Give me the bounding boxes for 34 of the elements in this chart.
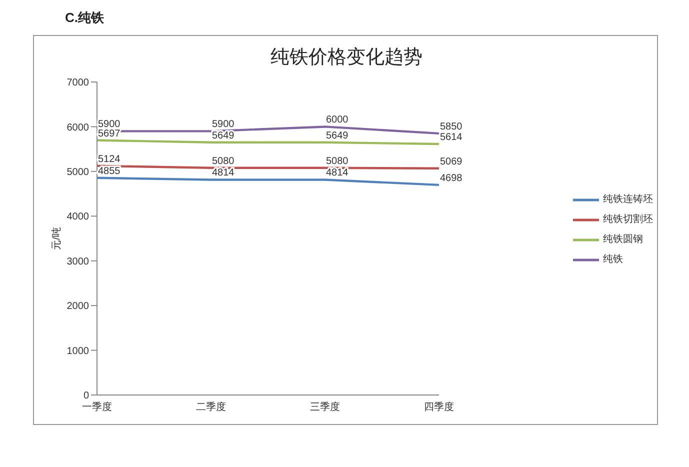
x-tick-label: 四季度	[424, 401, 454, 414]
data-label: 4814	[326, 168, 349, 179]
data-label: 5614	[440, 132, 463, 143]
data-label: 5124	[98, 154, 121, 165]
data-label: 5080	[326, 156, 349, 167]
y-tick-label: 6000	[66, 122, 90, 134]
y-tick-label: 3000	[66, 256, 90, 268]
data-label: 4855	[98, 166, 121, 177]
legend-label: 纯铁连铸坯	[603, 193, 653, 207]
chart-title: 纯铁价格变化趋势	[270, 46, 424, 70]
y-tick-label: 4000	[66, 212, 90, 223]
y-axis-title: 元/吨	[50, 227, 63, 250]
text: C.纯铁	[65, 9, 104, 27]
data-label: 5080	[212, 156, 235, 167]
x-tick-label: 二季度	[196, 401, 226, 414]
data-label: 5069	[440, 156, 463, 168]
y-tick-label: 1000	[66, 346, 90, 357]
y-tick-label: 5000	[66, 166, 90, 178]
y-tick-label: 7000	[66, 78, 90, 89]
x-tick-label: 一季度	[82, 401, 112, 414]
y-tick-label: 0	[83, 390, 90, 402]
data-label: 5850	[440, 121, 463, 132]
data-label: 5649	[326, 130, 349, 142]
legend-label: 纯铁圆钢	[603, 233, 643, 247]
x-tick-label: 三季度	[310, 401, 340, 414]
y-tick-label: 2000	[66, 301, 90, 312]
data-label: 5649	[212, 130, 235, 142]
data-label: 5900	[98, 119, 121, 130]
legend-label: 纯铁	[603, 253, 623, 267]
data-label: 5900	[212, 119, 235, 130]
data-label: 4698	[440, 172, 463, 184]
data-label: 4814	[212, 168, 235, 179]
legend-label: 纯铁切割坯	[603, 212, 653, 227]
data-label: 6000	[326, 114, 349, 126]
